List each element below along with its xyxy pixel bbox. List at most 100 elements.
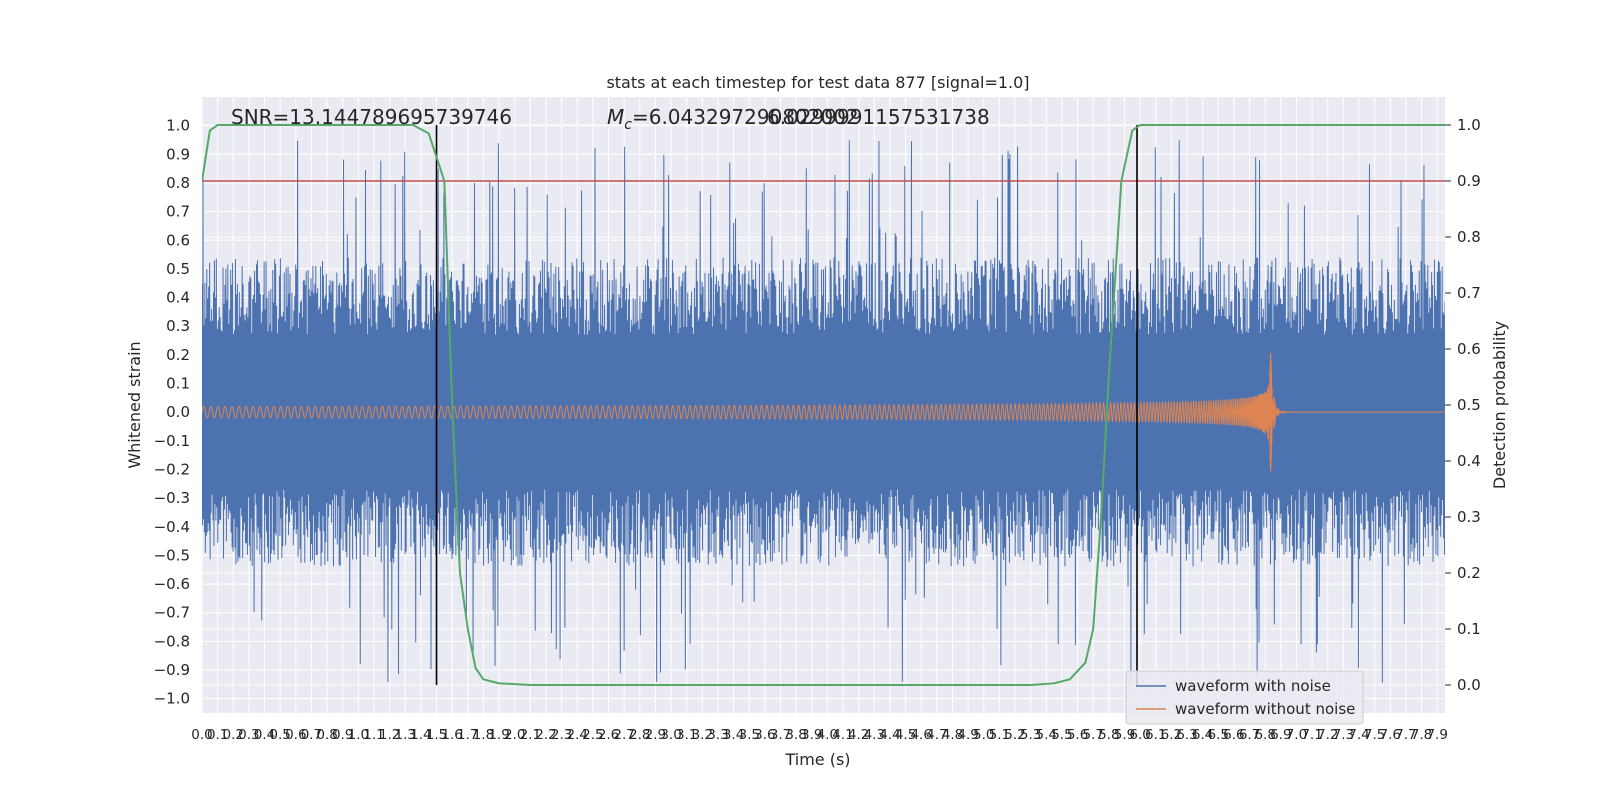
x-tick-label: 5.2 xyxy=(1004,727,1025,743)
x-tick-label: 1.3 xyxy=(395,727,416,743)
left-y-axis: −1.0 −0.9 −0.8 −0.7 −0.6 −0.5 −0.4 −0.3 −0.2 −0.1… xyxy=(154,117,190,708)
x-tick-label: 4.5 xyxy=(895,727,916,743)
x-tick-label: 7.8 xyxy=(1411,727,1432,743)
detection-markers xyxy=(435,125,1138,685)
x-tick-label: 2.2 xyxy=(535,727,556,743)
y-tick-label: −0.5 xyxy=(154,546,190,564)
chirp-mass-value-a: =6.043297290802002 xyxy=(632,105,859,129)
y2-tick-label: 0.5 xyxy=(1457,396,1481,414)
x-tick-label: 7.4 xyxy=(1348,727,1369,743)
x-axis: 0.00.10.20.30.40.50.60.70.80.91.01.11.21… xyxy=(191,727,1448,743)
y-tick-label: −0.9 xyxy=(154,661,190,679)
x-tick-label: 4.3 xyxy=(864,727,885,743)
x-tick-label: 3.3 xyxy=(707,727,728,743)
chart-title: stats at each timestep for test data 877… xyxy=(606,73,1029,92)
x-tick-label: 3.7 xyxy=(770,727,791,743)
x-tick-label: 6.7 xyxy=(1239,727,1260,743)
x-tick-label: 6.2 xyxy=(1161,727,1182,743)
y-tick-label: −0.1 xyxy=(154,432,190,450)
x-tick-label: 0.0 xyxy=(191,727,212,743)
y2-tick-label: 0.4 xyxy=(1457,452,1481,470)
x-tick-label: 1.6 xyxy=(441,727,462,743)
x-tick-label: 2.4 xyxy=(567,727,588,743)
x-tick-label: 6.4 xyxy=(1192,727,1213,743)
x-tick-label: 5.3 xyxy=(1020,727,1041,743)
x-tick-label: 1.5 xyxy=(426,727,447,743)
y-tick-label: 0.8 xyxy=(166,174,190,192)
y2-tick-label: 0.1 xyxy=(1457,620,1481,638)
y-tick-label: 0.5 xyxy=(166,260,190,278)
x-tick-label: 2.8 xyxy=(629,727,650,743)
x-tick-label: 4.7 xyxy=(926,727,947,743)
x-tick-label: 4.8 xyxy=(942,727,963,743)
y2-tick-label: 0.8 xyxy=(1457,228,1481,246)
y2-tick-label: 0.6 xyxy=(1457,340,1481,358)
x-tick-label: 4.0 xyxy=(817,727,838,743)
detection-probability-series xyxy=(202,124,1445,686)
x-tick-label: 2.5 xyxy=(582,727,603,743)
x-tick-label: 6.0 xyxy=(1129,727,1150,743)
legend-label-clean: waveform without noise xyxy=(1175,700,1355,718)
x-tick-label: 0.9 xyxy=(332,727,353,743)
chirp-mass-subscript: c xyxy=(624,117,632,133)
x-tick-label: 4.4 xyxy=(879,727,900,743)
chirp-mass-value-b: 6.0299991157531738 xyxy=(767,105,990,129)
x-tick-label: 1.2 xyxy=(379,727,400,743)
y-tick-label: 0.0 xyxy=(166,403,190,421)
x-tick-label: 5.7 xyxy=(1082,727,1103,743)
x-tick-label: 3.8 xyxy=(785,727,806,743)
y-tick-label: −0.8 xyxy=(154,632,190,650)
y-tick-label: 0.7 xyxy=(166,203,190,221)
x-axis-label: Time (s) xyxy=(784,750,850,769)
x-tick-label: 7.7 xyxy=(1395,727,1416,743)
x-tick-label: 6.8 xyxy=(1254,727,1275,743)
x-tick-label: 7.2 xyxy=(1317,727,1338,743)
waveform-without-noise-series xyxy=(202,352,1445,473)
x-tick-label: 3.1 xyxy=(676,727,697,743)
y-tick-label: −0.3 xyxy=(154,489,190,507)
y-tick-label: 0.2 xyxy=(166,346,190,364)
legend: waveform with noise waveform without noi… xyxy=(1125,670,1364,725)
x-tick-label: 7.5 xyxy=(1364,727,1385,743)
x-tick-label: 6.6 xyxy=(1223,727,1244,743)
y-tick-label: −0.2 xyxy=(154,460,190,478)
x-tick-label: 6.1 xyxy=(1145,727,1166,743)
x-tick-label: 0.4 xyxy=(254,727,275,743)
legend-box xyxy=(1125,670,1364,725)
y2-tick-label: 0.0 xyxy=(1457,676,1481,694)
x-tick-label: 3.6 xyxy=(754,727,775,743)
x-tick-label: 0.3 xyxy=(238,727,259,743)
x-tick-label: 5.5 xyxy=(1051,727,1072,743)
x-tick-label: 5.1 xyxy=(989,727,1010,743)
x-tick-label: 4.6 xyxy=(910,727,931,743)
y-tick-label: 0.4 xyxy=(166,289,190,307)
x-tick-label: 6.9 xyxy=(1270,727,1291,743)
y2-tick-label: 1.0 xyxy=(1457,116,1481,134)
x-tick-label: 0.1 xyxy=(207,727,228,743)
x-tick-label: 4.9 xyxy=(957,727,978,743)
y-tick-label: 1.0 xyxy=(166,117,190,135)
y-axis-label: Whitened strain xyxy=(125,341,144,468)
x-tick-label: 2.1 xyxy=(520,727,541,743)
x-tick-label: 7.9 xyxy=(1426,727,1447,743)
right-y-axis: 0.0 0.1 0.2 0.3 0.4 0.5 0.6 0.7 0.8 0.9 1.0 xyxy=(1445,116,1481,694)
x-tick-label: 3.9 xyxy=(801,727,822,743)
x-tick-label: 6.3 xyxy=(1176,727,1197,743)
y2-axis-label: Detection probability xyxy=(1490,321,1509,489)
svg-text:Mc=6.043297290802002: Mc=6.043297290802002 xyxy=(607,105,859,133)
x-tick-label: 3.2 xyxy=(692,727,713,743)
y-tick-label: 0.9 xyxy=(166,145,190,163)
chirp-mass-symbol: M xyxy=(607,105,624,129)
y2-tick-label: 0.3 xyxy=(1457,508,1481,526)
x-tick-label: 1.4 xyxy=(410,727,431,743)
x-tick-label: 5.8 xyxy=(1098,727,1119,743)
x-tick-label: 6.5 xyxy=(1208,727,1229,743)
x-tick-label: 1.8 xyxy=(473,727,494,743)
legend-label-noise: waveform with noise xyxy=(1175,677,1331,695)
x-tick-label: 2.9 xyxy=(645,727,666,743)
y-tick-label: −1.0 xyxy=(154,690,190,708)
chirp-mass-annotation: Mc=6.043297290802002 6.0299991157531738 xyxy=(607,105,990,133)
x-tick-label: 5.6 xyxy=(1067,727,1088,743)
x-tick-label: 0.2 xyxy=(223,727,244,743)
